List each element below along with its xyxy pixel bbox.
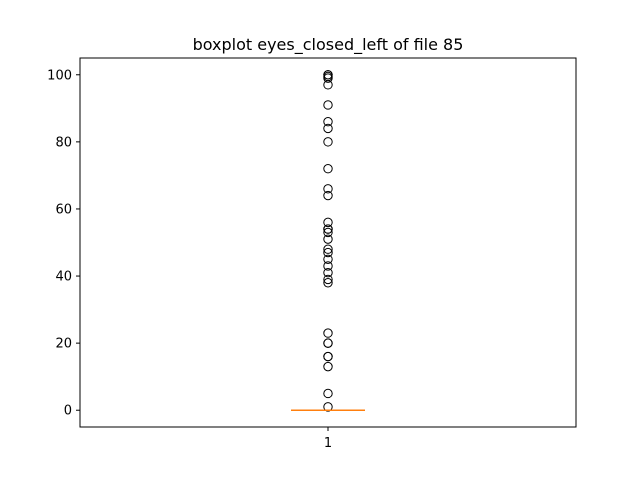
outlier-point [323,402,333,412]
y-tick-label: 0 [64,404,72,419]
y-tick-label: 20 [55,337,72,352]
outlier-point [323,351,333,362]
plot-frame [79,57,577,428]
plot-marks [291,70,365,412]
outlier-point [323,274,333,285]
outlier-point [323,217,333,228]
y-tick-label: 60 [55,202,72,217]
y-tick-label: 100 [47,68,72,83]
outlier-point [323,224,333,234]
outlier-point [323,278,333,288]
outlier-point [323,247,333,258]
outlier-point [323,164,333,174]
outlier-point [323,184,333,194]
outlier-point [323,123,333,134]
outlier-point [323,190,333,201]
outlier-point [323,267,333,278]
outlier-point [323,227,333,238]
chart-title: boxplot eyes_closed_left of file 85 [193,35,464,55]
y-tick-label: 40 [55,270,72,285]
outlier-point [323,117,333,127]
y-tick-label: 80 [55,135,72,150]
outlier-point [323,234,333,244]
x-tick-label: 1 [324,436,332,451]
outlier-point [323,328,333,338]
outlier-point [323,361,333,372]
outlier-point [323,100,333,110]
outlier-point [323,70,333,80]
outlier-point [323,261,333,271]
outlier-point [323,338,333,348]
axes: 0 20 40 60 80 100 1 [47,68,332,451]
outlier-point [323,254,333,264]
outlier-point [323,388,333,399]
outlier-point [323,244,333,254]
outlier-point [323,137,333,147]
